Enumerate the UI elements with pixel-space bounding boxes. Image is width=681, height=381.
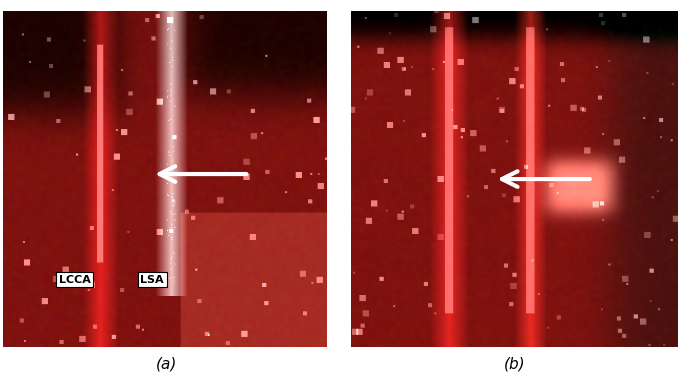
Text: (b): (b) xyxy=(503,357,525,371)
Text: LCCA: LCCA xyxy=(59,275,91,285)
Text: LSA: LSA xyxy=(140,275,164,285)
Text: (a): (a) xyxy=(156,357,178,371)
